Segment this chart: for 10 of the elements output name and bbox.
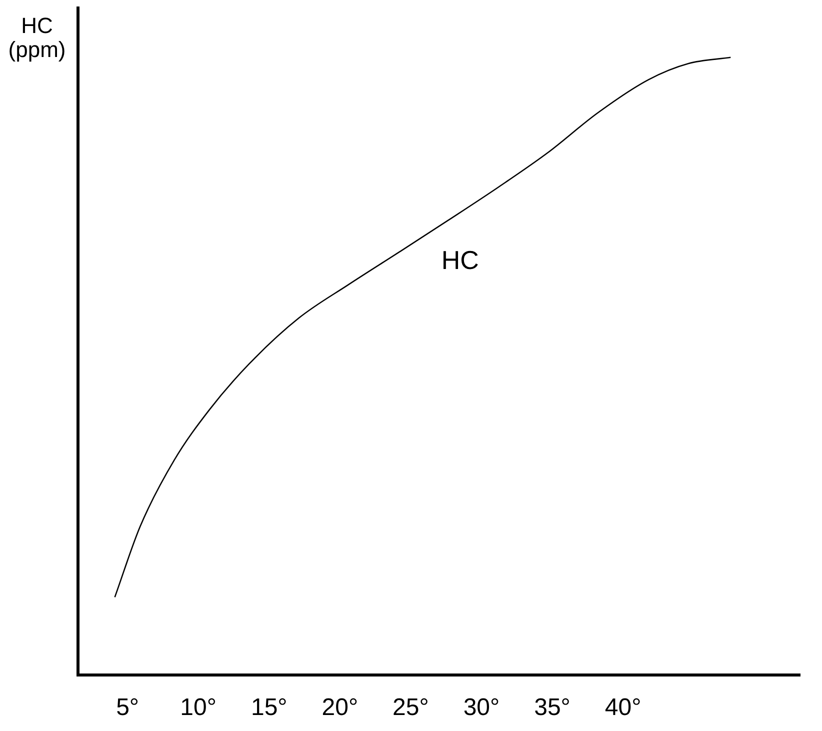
x-tick-label: 40°	[604, 694, 642, 721]
x-tick-label: 20°	[322, 694, 358, 721]
x-tick-label: 15°	[250, 694, 288, 721]
x-tick-label: 30°	[463, 694, 500, 721]
x-tick-label: 35°	[534, 694, 570, 721]
x-tick-label: 10°	[180, 694, 216, 721]
y-axis-title: HC (ppm)	[7, 13, 67, 62]
x-tick-label: 25°	[392, 694, 429, 721]
x-tick-label: 5°	[116, 694, 140, 721]
series-label: HC	[441, 245, 479, 276]
